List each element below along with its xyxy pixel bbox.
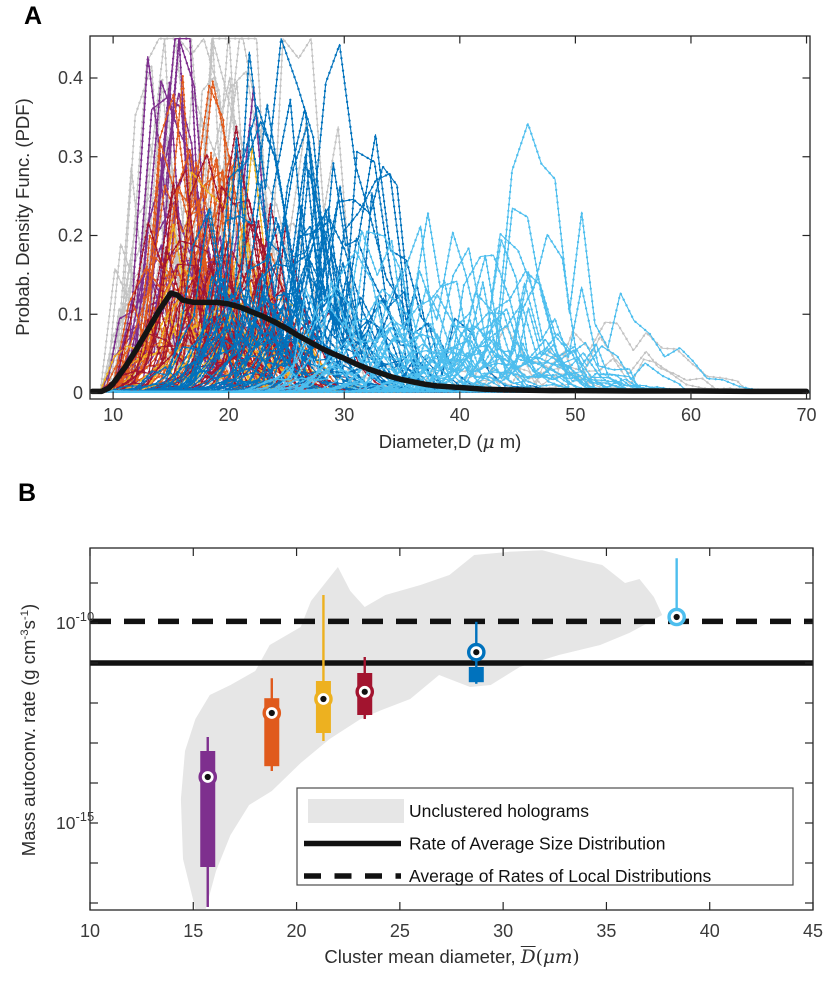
panel-a-y-axis-label: Probab. Density Func. (PDF) [12,98,33,336]
panel-b-frame [89,547,814,911]
svg-text:10: 10 [103,405,123,425]
boxplot-cluster-1 [198,737,218,907]
panel-a-label: A [24,2,43,30]
panel-a-x-axis-label: Diameter,D (μ m) [378,431,522,453]
boxplot-cluster-5 [466,621,486,684]
svg-text:0: 0 [73,383,83,403]
panel-b-x-axis-label: Cluster mean diameter, D(μm) [324,946,580,968]
legend-item-label: Rate of Average Size Distribution [409,834,665,854]
panel-b-y-axis-label: Mass autoconv. rate (g cm-3s-1) [18,603,39,857]
svg-text:20: 20 [219,405,239,425]
svg-text:10-10: 10-10 [56,609,94,633]
svg-text:10-15: 10-15 [56,809,94,833]
svg-text:15: 15 [183,921,203,941]
panel-b-legend: Unclustered holograms Rate of Average Siz… [296,787,794,886]
svg-text:0.2: 0.2 [58,226,83,246]
panel-b-unclustered-region [180,550,663,909]
mean-size-distribution-line [90,290,810,395]
boxplot-cluster-6 [667,558,686,627]
svg-text:30: 30 [334,405,354,425]
boxplot-cluster-4 [355,657,375,719]
svg-text:40: 40 [700,921,720,941]
panel-a-ticks [90,36,810,399]
svg-text:45: 45 [803,921,823,941]
svg-text:10: 10 [80,921,100,941]
boxplot-cluster-2 [262,678,282,771]
svg-text:35: 35 [596,921,616,941]
svg-text:60: 60 [681,405,701,425]
svg-text:40: 40 [450,405,470,425]
cluster-lines-cluster-6-lightblue [98,119,810,393]
panel-b-tick-labels: 10 15 20 25 30 35 40 45 10-10 10-15 [56,609,823,941]
svg-text:0.3: 0.3 [58,147,83,167]
legend-item-label: Unclustered holograms [409,801,589,821]
svg-text:30: 30 [493,921,513,941]
panel-a-tick-labels: 10 20 30 40 50 60 70 0 0.1 0.2 0.3 0.4 [58,68,817,425]
svg-text:25: 25 [390,921,410,941]
boxplot-cluster-3 [314,595,333,741]
svg-text:0.1: 0.1 [58,304,83,324]
legend-item-1: Unclustered holograms [308,799,589,823]
svg-text:20: 20 [287,921,307,941]
svg-text:0.4: 0.4 [58,68,83,88]
svg-text:50: 50 [565,405,585,425]
legend-item-2: Rate of Average Size Distribution [304,834,665,854]
panel-a-frame [89,35,811,400]
panel-b-ticks [89,548,814,910]
svg-text:70: 70 [797,405,817,425]
legend-item-3: Average of Rates of Local Distributions [304,866,711,886]
legend-item-label: Average of Rates of Local Distributions [409,866,711,886]
panel-b-label: B [18,479,37,507]
panel-b-plot-area [90,550,813,909]
panel-a-plot-area [90,36,810,395]
